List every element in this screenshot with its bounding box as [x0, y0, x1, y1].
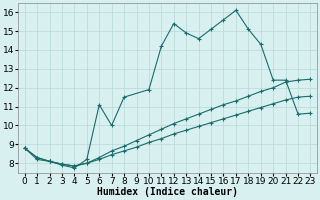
X-axis label: Humidex (Indice chaleur): Humidex (Indice chaleur) — [97, 187, 238, 197]
